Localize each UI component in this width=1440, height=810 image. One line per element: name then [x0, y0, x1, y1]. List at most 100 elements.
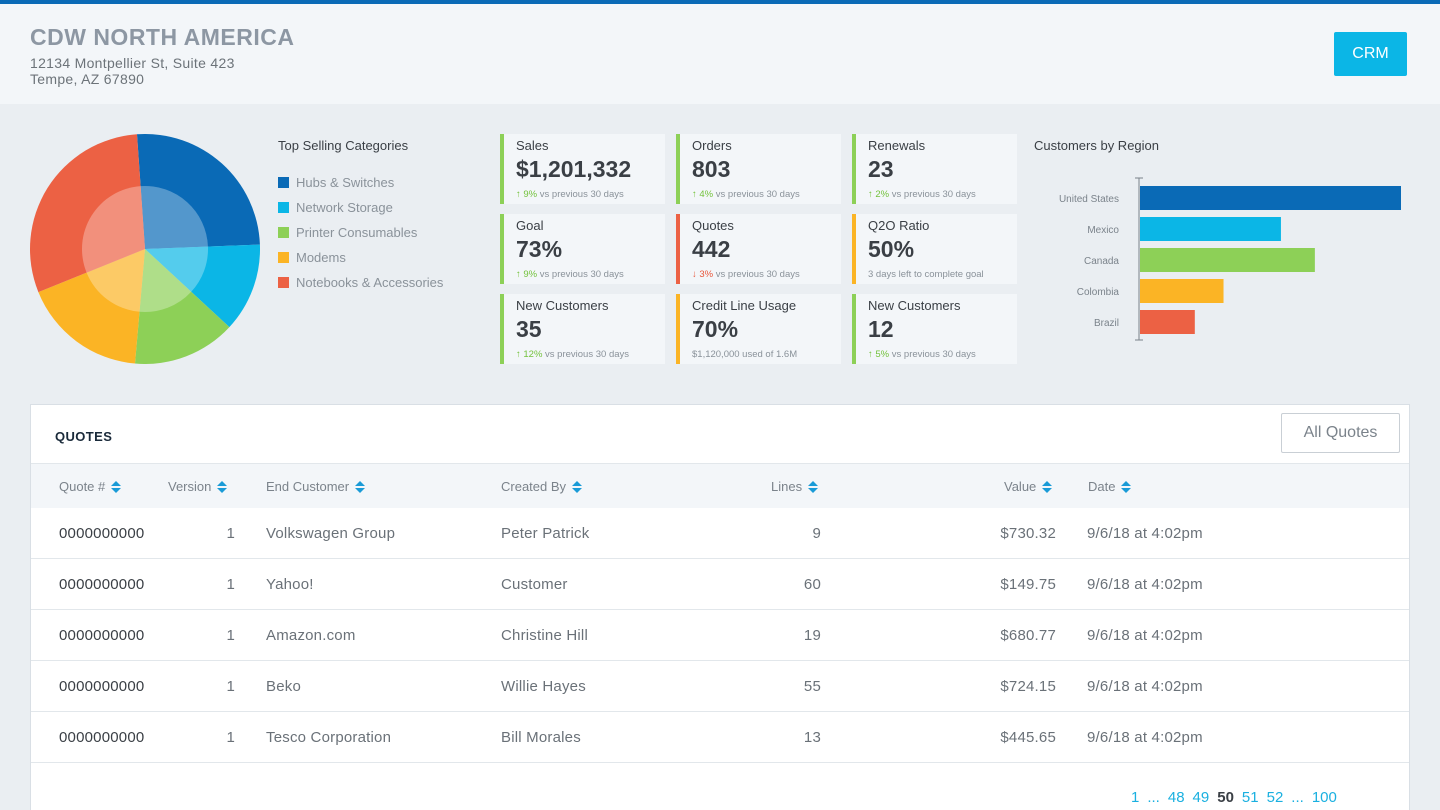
table-row[interactable]: 0000000000 1 Volkswagen Group Peter Patrick… — [31, 508, 1409, 559]
kpi-card-orders: Orders 803 ↑ 4% vs previous 30 days — [676, 134, 841, 204]
column-header-end-customer[interactable]: End Customer — [266, 479, 366, 494]
column-header-label: Lines — [771, 479, 803, 494]
page-link-100[interactable]: 100 — [1311, 789, 1337, 806]
kpi-note: $1,120,000 used of 1.6M — [692, 349, 798, 360]
cell-value: $680.77 — [1000, 627, 1056, 644]
pie-inner-slice-notebooks-accessories — [82, 186, 145, 273]
pie-slice-hubs-switches — [136, 134, 260, 249]
cell-date: 9/6/18 at 4:02pm — [1087, 678, 1203, 695]
column-header-version[interactable]: Version — [168, 479, 228, 494]
arrow-up-icon: ↑ — [516, 269, 524, 280]
sort-down-icon — [572, 487, 583, 493]
kpi-label: Goal — [516, 218, 544, 233]
kpi-pct: 9% — [523, 269, 538, 280]
column-header-label: Date — [1088, 479, 1116, 494]
categories-pie-chart — [30, 134, 260, 364]
kpi-value: 50% — [868, 236, 915, 262]
sort-icon[interactable] — [1042, 480, 1053, 493]
kpi-label: Q2O Ratio — [868, 218, 930, 233]
cell-customer: Tesco Corporation — [266, 729, 392, 746]
legend-label: Notebooks & Accessories — [296, 275, 444, 290]
cell-customer: Amazon.com — [266, 627, 356, 644]
page-link-1[interactable]: 1 — [1131, 789, 1140, 806]
quotes-table-header: Quote # Version End Customer Created By Line… — [31, 463, 1409, 508]
column-header-date[interactable]: Date — [1088, 479, 1132, 494]
quotes-title: QUOTES — [55, 429, 113, 444]
column-header-created-by[interactable]: Created By — [501, 479, 583, 494]
cell-created-by: Willie Hayes — [501, 678, 586, 695]
cell-customer: Volkswagen Group — [266, 525, 396, 542]
table-row[interactable]: 0000000000 1 Amazon.com Christine Hill 19 $68… — [31, 610, 1409, 661]
kpi-note: vs previous 30 days — [545, 349, 630, 360]
categories-title: Top Selling Categories — [278, 138, 409, 153]
kpi-card-q2o-ratio: Q2O Ratio 50% 3 days left to complete goal — [852, 214, 1017, 284]
region-bar-chart: United States Mexico Canada Colombia Brazil — [1034, 170, 1414, 350]
column-header-quote-[interactable]: Quote # — [59, 479, 122, 494]
cell-lines: 19 — [803, 627, 821, 644]
sort-up-icon — [111, 480, 122, 486]
legend-item: Hubs & Switches — [278, 170, 443, 195]
cell-date: 9/6/18 at 4:02pm — [1087, 627, 1203, 644]
column-header-value[interactable]: Value — [1004, 479, 1053, 494]
sort-icon[interactable] — [355, 480, 366, 493]
cell-value: $724.15 — [1000, 678, 1056, 695]
cell-created-by: Peter Patrick — [501, 525, 590, 542]
quotes-panel: QUOTES All Quotes Quote # Version End Cust… — [30, 404, 1410, 810]
table-row[interactable]: 0000000000 1 Tesco Corporation Bill Morales… — [31, 712, 1409, 763]
sort-up-icon — [355, 480, 366, 486]
cell-version: 1 — [226, 525, 235, 542]
bar-svg: United States Mexico Canada Colombia Brazil — [1059, 177, 1401, 341]
crm-button[interactable]: CRM — [1334, 32, 1407, 76]
address-line2: Tempe, AZ 67890 — [30, 71, 145, 87]
kpi-trend: 3 days left to complete goal — [868, 269, 984, 280]
legend-swatch — [278, 227, 289, 238]
cell-customer: Beko — [266, 678, 301, 695]
cell-version: 1 — [226, 576, 235, 593]
sort-down-icon — [1121, 487, 1132, 493]
page-link-51[interactable]: 51 — [1241, 789, 1259, 806]
sort-icon[interactable] — [572, 480, 583, 493]
page-link-50[interactable]: 50 — [1217, 789, 1234, 806]
page-link-49[interactable]: 49 — [1192, 789, 1210, 806]
page-link-52[interactable]: 52 — [1266, 789, 1284, 806]
table-row[interactable]: 0000000000 1 Yahoo! Customer 60 $149.75 9/6/18… — [31, 559, 1409, 610]
column-header-label: Created By — [501, 479, 567, 494]
legend-item: Notebooks & Accessories — [278, 270, 443, 295]
sort-icon[interactable] — [111, 480, 122, 493]
bar-mexico — [1140, 217, 1281, 241]
kpi-card-renewals: Renewals 23 ↑ 2% vs previous 30 days — [852, 134, 1017, 204]
kpi-pct: 9% — [523, 189, 538, 200]
kpi-label: Orders — [692, 138, 732, 153]
cell-customer: Yahoo! — [266, 576, 314, 593]
pagination-ellipsis: ... — [1147, 789, 1160, 806]
table-row[interactable]: 0000000000 1 Beko Willie Hayes 55 $724.15 9/6/… — [31, 661, 1409, 712]
kpi-trend: ↑ 2% vs previous 30 days — [868, 189, 976, 200]
cell-quote: 0000000000 — [59, 627, 145, 644]
all-quotes-button[interactable]: All Quotes — [1281, 413, 1400, 453]
sort-down-icon — [1042, 487, 1053, 493]
sort-down-icon — [355, 487, 366, 493]
kpi-trend: ↓ 3% vs previous 30 days — [692, 269, 800, 280]
kpi-pct: 3% — [699, 269, 714, 280]
column-header-lines[interactable]: Lines — [771, 479, 819, 494]
legend-item: Network Storage — [278, 195, 443, 220]
sort-icon[interactable] — [217, 480, 228, 493]
categories-legend: Hubs & Switches Network Storage Printer Co… — [278, 170, 443, 295]
sort-icon[interactable] — [808, 480, 819, 493]
kpi-card-quotes: Quotes 442 ↓ 3% vs previous 30 days — [676, 214, 841, 284]
cell-date: 9/6/18 at 4:02pm — [1087, 576, 1203, 593]
kpi-pct: 5% — [875, 349, 890, 360]
pie-slice-network-storage — [145, 244, 260, 328]
bar-colombia — [1140, 279, 1224, 303]
kpi-trend: ↑ 4% vs previous 30 days — [692, 189, 800, 200]
kpi-label: New Customers — [516, 298, 609, 313]
page-link-48[interactable]: 48 — [1167, 789, 1185, 806]
sort-icon[interactable] — [1121, 480, 1132, 493]
kpi-value: 803 — [692, 156, 731, 182]
legend-label: Modems — [296, 250, 346, 265]
legend-swatch — [278, 177, 289, 188]
column-header-label: Value — [1004, 479, 1037, 494]
kpi-card-goal: Goal 73% ↑ 9% vs previous 30 days — [500, 214, 665, 284]
kpi-card-sales: Sales $1,201,332 ↑ 9% vs previous 30 days — [500, 134, 665, 204]
kpi-value: 70% — [692, 316, 739, 342]
